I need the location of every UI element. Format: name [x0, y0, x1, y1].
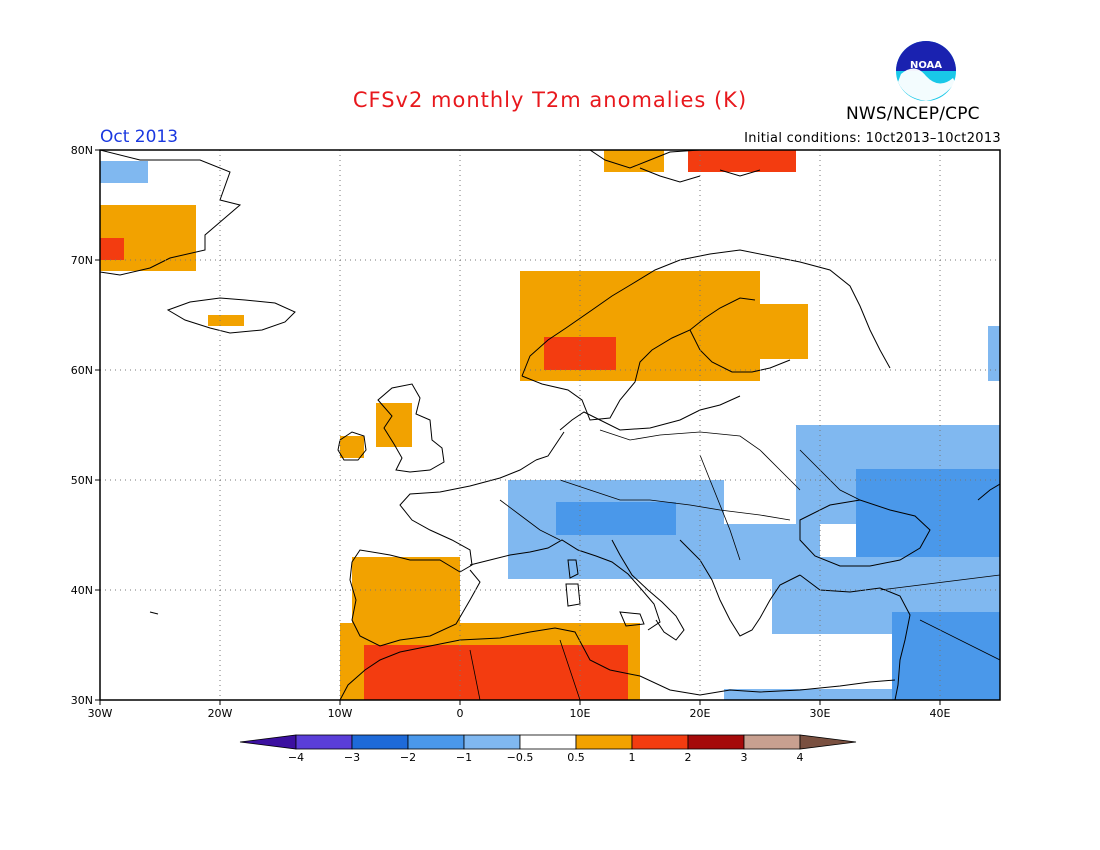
graticule-grid	[100, 150, 1000, 700]
axis-ticks: 30W 20W 10W 0 10E 20E 30E 40E 80N 70N 60N 50N 40N 30N	[71, 144, 951, 720]
month-label: Oct 2013	[100, 127, 179, 147]
lon-tick-label: 10E	[570, 707, 591, 720]
colorbar-cell	[463, 734, 521, 750]
colorbar-cell	[575, 734, 633, 750]
logo-text: NOAA	[910, 60, 942, 71]
anomaly-cell-2	[100, 238, 124, 260]
anomaly-cell-5	[544, 337, 616, 370]
colorbar-label: −2	[400, 751, 416, 764]
plot-frame	[99, 149, 1001, 701]
colorbar-extend-low	[239, 734, 297, 750]
agency-label: NWS/NCEP/CPC	[846, 104, 980, 124]
colorbar-label: 4	[797, 751, 804, 764]
lat-tick-label: 60N	[71, 364, 93, 377]
colorbar-label: 3	[741, 751, 748, 764]
anomaly-cell-3	[208, 315, 244, 326]
lon-tick-label: 20W	[208, 707, 233, 720]
colorbar-cell	[743, 734, 801, 750]
noaa-logo-icon: NOAA	[896, 41, 956, 101]
colorbar-label: −0.5	[507, 751, 534, 764]
coastline-layer	[100, 150, 1000, 700]
lat-tick-label: 40N	[71, 584, 93, 597]
anomaly-cell-6	[724, 304, 808, 359]
lat-tick-label: 70N	[71, 254, 93, 267]
anomaly-cell-7	[376, 403, 412, 447]
colorbar-cell	[351, 734, 409, 750]
colorbar-cell	[519, 734, 577, 750]
colorbar-label: −1	[456, 751, 472, 764]
colorbar-cell	[295, 734, 353, 750]
colorbar-label: 0.5	[567, 751, 585, 764]
anomaly-fill-layer	[100, 150, 1000, 700]
lon-tick-label: 40E	[930, 707, 951, 720]
colorbar-label: −4	[288, 751, 304, 764]
colorbar-label: 1	[629, 751, 636, 764]
anomaly-cell-11	[364, 645, 628, 700]
anomaly-cell-13	[556, 502, 676, 535]
lon-tick-label: 10W	[328, 707, 353, 720]
chart-title: CFSv2 monthly T2m anomalies (K)	[352, 88, 748, 112]
colorbar-legend: −4 −3 −2 −1 −0.5 0.5 1 2 3 4	[239, 734, 857, 764]
anomaly-cell-8	[340, 436, 364, 458]
anomaly-cell-9	[352, 557, 460, 634]
lat-tick-label: 80N	[71, 144, 93, 157]
lat-tick-label: 50N	[71, 474, 93, 487]
colorbar-cell	[631, 734, 689, 750]
lon-tick-label: 20E	[690, 707, 711, 720]
colorbar-label: 2	[685, 751, 692, 764]
colorbar-cell	[687, 734, 745, 750]
initial-conditions-label: Initial conditions: 10ct2013–10ct2013	[744, 131, 1001, 146]
colorbar-cell	[407, 734, 465, 750]
lat-tick-label: 30N	[71, 694, 93, 707]
colorbar-extend-high	[799, 734, 857, 750]
colorbar-label: −3	[344, 751, 360, 764]
anomaly-cell-19	[724, 689, 892, 700]
anomaly-cell-0	[100, 161, 148, 183]
lon-tick-label: 30W	[88, 707, 113, 720]
anomaly-cell-18	[892, 612, 1000, 700]
lon-tick-label: 0	[457, 707, 464, 720]
anomaly-cell-21	[688, 150, 796, 172]
anomaly-cell-22	[988, 326, 1000, 381]
lon-tick-label: 30E	[810, 707, 831, 720]
anomaly-cell-20	[604, 150, 664, 172]
